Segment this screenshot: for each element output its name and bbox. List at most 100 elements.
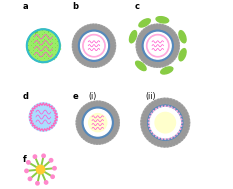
Ellipse shape <box>157 61 159 64</box>
Ellipse shape <box>170 58 172 60</box>
Ellipse shape <box>84 136 86 138</box>
Ellipse shape <box>94 63 95 65</box>
Ellipse shape <box>172 100 175 102</box>
Bar <box>36 44 38 46</box>
Ellipse shape <box>145 56 147 58</box>
Ellipse shape <box>139 38 141 40</box>
Ellipse shape <box>79 112 81 114</box>
Bar <box>45 42 47 44</box>
Ellipse shape <box>156 17 169 23</box>
Ellipse shape <box>173 46 176 48</box>
Ellipse shape <box>146 62 148 64</box>
Ellipse shape <box>87 27 89 29</box>
Bar <box>52 38 54 40</box>
Circle shape <box>156 136 157 137</box>
Ellipse shape <box>165 142 167 145</box>
Ellipse shape <box>155 138 158 141</box>
Ellipse shape <box>103 139 105 141</box>
Ellipse shape <box>145 135 147 137</box>
Ellipse shape <box>113 120 116 122</box>
Circle shape <box>162 138 163 139</box>
Ellipse shape <box>141 123 144 125</box>
Ellipse shape <box>164 100 166 103</box>
Ellipse shape <box>176 136 178 139</box>
Ellipse shape <box>182 117 185 119</box>
Ellipse shape <box>178 108 180 111</box>
Bar <box>41 49 43 51</box>
Ellipse shape <box>95 140 96 142</box>
Ellipse shape <box>152 102 154 105</box>
Ellipse shape <box>130 31 137 43</box>
Ellipse shape <box>93 61 95 64</box>
Bar <box>38 46 40 48</box>
Ellipse shape <box>143 54 145 56</box>
Ellipse shape <box>178 140 180 142</box>
Ellipse shape <box>109 110 111 112</box>
Ellipse shape <box>152 62 154 65</box>
Ellipse shape <box>111 131 113 132</box>
Ellipse shape <box>147 106 149 108</box>
Bar <box>31 35 32 36</box>
Ellipse shape <box>109 40 111 42</box>
Ellipse shape <box>86 104 88 107</box>
Ellipse shape <box>140 36 143 38</box>
Ellipse shape <box>154 63 156 65</box>
Ellipse shape <box>176 50 178 52</box>
Ellipse shape <box>151 25 153 27</box>
Bar <box>29 51 31 53</box>
Ellipse shape <box>115 125 117 127</box>
Ellipse shape <box>105 28 107 30</box>
Circle shape <box>150 108 180 138</box>
Ellipse shape <box>96 63 98 65</box>
Circle shape <box>176 111 177 112</box>
Ellipse shape <box>80 113 82 115</box>
Bar <box>45 35 47 36</box>
Bar <box>58 44 60 46</box>
Ellipse shape <box>183 123 185 125</box>
Bar <box>34 46 36 48</box>
Ellipse shape <box>186 128 189 130</box>
Ellipse shape <box>142 129 145 131</box>
Ellipse shape <box>167 58 169 60</box>
Ellipse shape <box>105 31 107 33</box>
Ellipse shape <box>136 61 146 70</box>
Ellipse shape <box>165 61 167 63</box>
Ellipse shape <box>99 103 101 105</box>
Ellipse shape <box>180 138 182 140</box>
Ellipse shape <box>137 49 139 51</box>
Bar <box>51 48 52 49</box>
Ellipse shape <box>145 120 148 122</box>
Ellipse shape <box>94 103 96 105</box>
Ellipse shape <box>181 134 183 136</box>
Ellipse shape <box>144 117 146 119</box>
Ellipse shape <box>159 142 161 144</box>
Ellipse shape <box>167 31 169 33</box>
Ellipse shape <box>93 101 95 104</box>
Bar <box>45 49 47 51</box>
Circle shape <box>147 35 169 57</box>
Ellipse shape <box>185 126 187 128</box>
Ellipse shape <box>174 34 176 36</box>
Ellipse shape <box>96 101 98 103</box>
Ellipse shape <box>115 117 117 119</box>
Ellipse shape <box>82 30 84 32</box>
Ellipse shape <box>111 136 113 138</box>
Ellipse shape <box>170 99 172 101</box>
Ellipse shape <box>105 136 107 138</box>
Ellipse shape <box>80 110 82 112</box>
Circle shape <box>171 107 172 108</box>
Ellipse shape <box>141 117 144 119</box>
Bar <box>47 44 49 46</box>
Ellipse shape <box>174 38 176 40</box>
Bar <box>38 38 40 40</box>
Ellipse shape <box>140 44 142 46</box>
Ellipse shape <box>144 111 146 113</box>
Ellipse shape <box>151 27 153 29</box>
Ellipse shape <box>154 65 155 67</box>
Circle shape <box>53 167 56 170</box>
Circle shape <box>181 125 182 126</box>
Ellipse shape <box>167 103 169 105</box>
Ellipse shape <box>159 24 161 27</box>
Ellipse shape <box>180 132 182 134</box>
Ellipse shape <box>157 63 159 65</box>
